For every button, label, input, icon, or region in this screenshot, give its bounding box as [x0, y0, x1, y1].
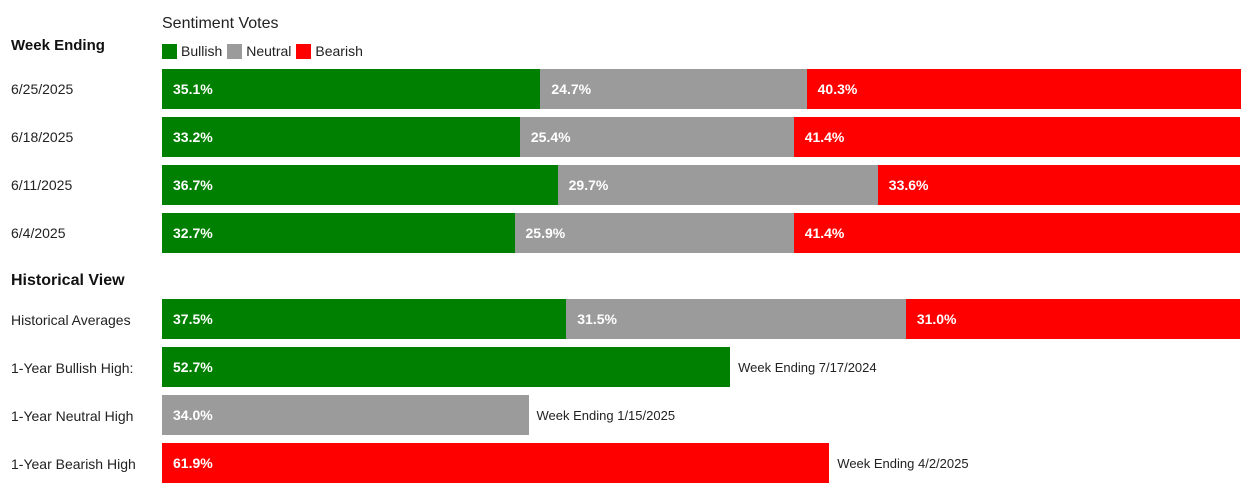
bar-bullish-week-1: 35.1%	[162, 69, 541, 109]
week-label-3: 6/11/2025	[11, 177, 73, 193]
legend-swatch-bearish	[296, 43, 312, 59]
bar-bearish-week-2: 41.4%	[793, 117, 1240, 157]
bar-bearish-week-4: 41.4%	[793, 213, 1240, 253]
bar-bullish-historical-average: 37.5%	[162, 299, 567, 339]
week-label-4: 6/4/2025	[11, 225, 66, 241]
bar-bearish-week-1: 40.3%	[806, 69, 1242, 109]
bullish-high-note: Week Ending 7/17/2024	[738, 359, 877, 375]
bearish-high-note: Week Ending 4/2/2025	[837, 455, 969, 471]
legend-swatch-neutral	[227, 43, 243, 59]
bar-neutral-week-2: 25.4%	[519, 117, 794, 157]
week-ending-heading: Week Ending	[11, 37, 105, 54]
bar-bearish-historical-average: 31.0%	[905, 299, 1240, 339]
legend-item-bullish: Bullish	[162, 43, 222, 59]
neutral-high-bar-row: 34.0% Week Ending 1/15/2025	[162, 395, 675, 435]
bar-bearish-week-3: 33.6%	[877, 165, 1240, 205]
historical-view-heading: Historical View	[11, 272, 125, 289]
bar-neutral-historical-average: 31.5%	[566, 299, 906, 339]
neutral-high-note: Week Ending 1/15/2025	[536, 407, 676, 423]
bar-neutral-week-4: 25.9%	[514, 213, 794, 253]
legend-item-neutral: Neutral	[227, 43, 291, 59]
legend: Bullish Neutral Bearish	[162, 43, 368, 59]
legend-label-neutral: Neutral	[246, 43, 292, 59]
legend-swatch-bullish	[162, 43, 177, 59]
bar-bullish-week-2: 33.2%	[162, 117, 520, 157]
bearish-high-bar-row: 61.9% Week Ending 4/2/2025	[162, 443, 969, 483]
week-bar-row-3: 36.7% 29.7% 33.6%	[162, 165, 1240, 205]
bar-neutral-week-3: 29.7%	[557, 165, 878, 205]
legend-label-bearish: Bearish	[315, 43, 363, 59]
historical-averages-bar-row: 37.5% 31.5% 31.0%	[162, 299, 1240, 339]
week-bar-row-2: 33.2% 25.4% 41.4%	[162, 117, 1240, 157]
bar-bullish-high: 52.7%	[162, 347, 731, 387]
week-bar-row-4: 32.7% 25.9% 41.4%	[162, 213, 1240, 253]
bar-neutral-high: 34.0%	[162, 395, 529, 435]
bearish-high-label: 1-Year Bearish High	[11, 456, 136, 472]
neutral-high-label: 1-Year Neutral High	[11, 408, 134, 424]
legend-label-bullish: Bullish	[181, 43, 223, 59]
legend-item-bearish: Bearish	[296, 43, 363, 59]
week-label-1: 6/25/2025	[11, 81, 74, 97]
bullish-high-label: 1-Year Bullish High:	[11, 360, 134, 376]
bullish-high-bar-row: 52.7% Week Ending 7/17/2024	[162, 347, 877, 387]
week-bar-row-1: 35.1% 24.7% 40.3%	[162, 69, 1242, 109]
week-label-2: 6/18/2025	[11, 129, 74, 145]
bar-bearish-high: 61.9%	[162, 443, 830, 483]
bar-bullish-week-4: 32.7%	[162, 213, 515, 253]
historical-averages-label: Historical Averages	[11, 312, 131, 328]
bar-bullish-week-3: 36.7%	[162, 165, 558, 205]
chart-title: Sentiment Votes	[162, 15, 279, 32]
bar-neutral-week-1: 24.7%	[540, 69, 807, 109]
